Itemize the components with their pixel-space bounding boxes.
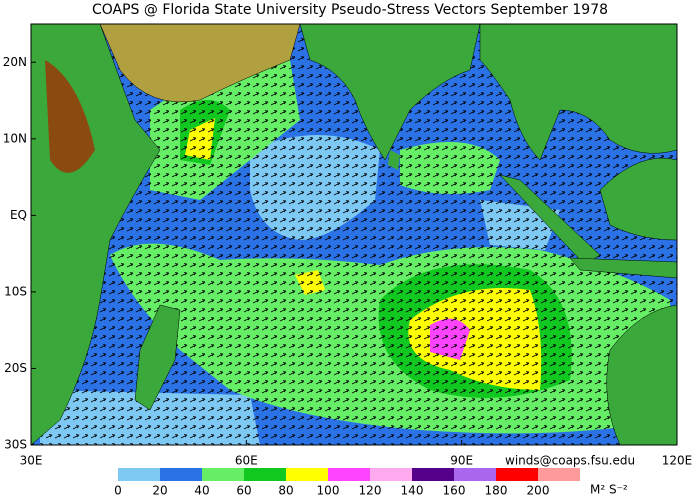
colorbar-swatch	[160, 468, 202, 481]
colorbar-swatch	[454, 468, 496, 481]
land-java	[569, 257, 677, 279]
colorbar-label: 140	[401, 484, 424, 498]
colorbar-label: 180	[485, 484, 508, 498]
credit: winds@coaps.fsu.edu	[505, 454, 635, 468]
lat-label: EQ	[10, 208, 27, 222]
lat-label: 20S	[4, 361, 27, 375]
colorbar-swatch	[328, 468, 370, 481]
lat-label: 30S	[4, 438, 27, 452]
colorbar-label: 160	[443, 484, 466, 498]
colorbar-label: 20	[152, 484, 167, 498]
map-frame	[30, 23, 678, 446]
land-borneo	[599, 157, 677, 241]
colorbar-label: 40	[194, 484, 209, 498]
colorbar-label: 0	[114, 484, 122, 498]
land-highland	[45, 60, 95, 173]
lon-label: 30E	[20, 454, 43, 468]
lat-label: 20N	[3, 55, 27, 69]
colorbar-swatch	[244, 468, 286, 481]
colorbar-swatch	[202, 468, 244, 481]
lon-label: 120E	[662, 454, 693, 468]
colorbar-label: 80	[278, 484, 293, 498]
map-area	[31, 24, 677, 445]
colorbar-swatch	[496, 468, 538, 481]
colorbar-swatch	[118, 468, 160, 481]
title: COAPS @ Florida State University Pseudo-…	[92, 2, 608, 18]
colorbar-label: 60	[236, 484, 251, 498]
land-sumatra	[499, 174, 601, 266]
axis-labels: 30E 60E 90E 120E 20N 10N EQ 10S 20S 30S	[3, 55, 693, 468]
land-india	[299, 24, 481, 161]
lat-label: 10S	[4, 284, 27, 298]
land-australia	[606, 304, 677, 445]
colorbar-swatch	[538, 468, 580, 481]
lon-label: 60E	[235, 454, 258, 468]
colorbar-label: 200	[527, 484, 550, 498]
colorbar-swatch	[412, 468, 454, 481]
land-madagascar	[134, 304, 181, 411]
land-arabia	[99, 24, 301, 103]
colorbar-swatch	[286, 468, 328, 481]
land-southeast-asia	[479, 24, 677, 161]
colorbar-swatch	[370, 468, 412, 481]
land-srilanka	[388, 150, 400, 170]
colorbar: 0 20 40 60 80 100 120 140 160 180 200	[114, 468, 580, 498]
colorbar-label: 100	[317, 484, 340, 498]
lat-label: 10N	[3, 131, 27, 145]
colorbar-label: 120	[359, 484, 382, 498]
colorbar-units: M² S⁻²	[590, 483, 628, 497]
lon-label: 90E	[450, 454, 473, 468]
